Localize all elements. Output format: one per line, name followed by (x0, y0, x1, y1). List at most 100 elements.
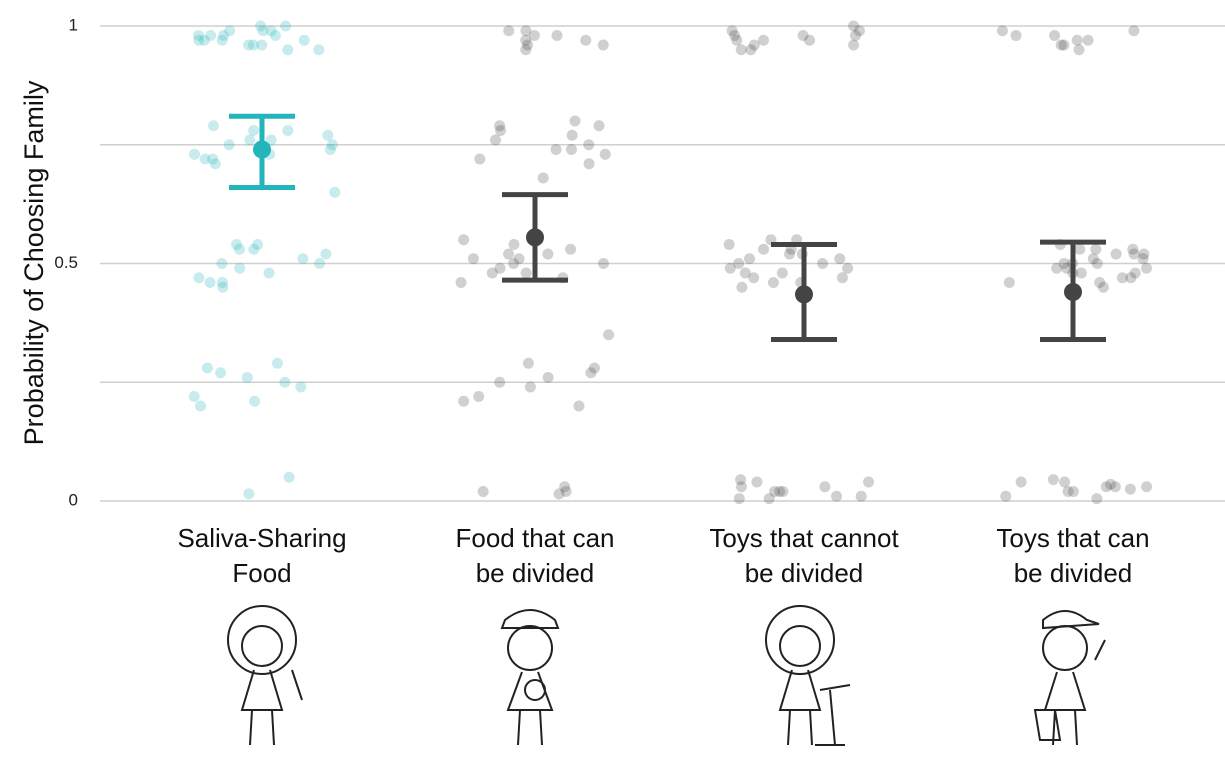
data-point (560, 486, 572, 497)
data-point (503, 248, 515, 260)
data-point (234, 262, 246, 274)
data-point (774, 486, 786, 497)
data-point (231, 239, 243, 250)
data-point (735, 474, 747, 486)
data-point (597, 39, 609, 51)
data-point (271, 357, 283, 369)
data-point (322, 129, 334, 141)
data-point (583, 139, 595, 151)
data-point (1127, 243, 1139, 255)
data-point (784, 248, 796, 260)
data-point (736, 281, 748, 293)
data-point (1141, 481, 1153, 493)
data-point (553, 488, 565, 500)
x-tick-label: Toys that can (996, 523, 1149, 553)
data-point (863, 476, 875, 488)
data-point (565, 243, 577, 255)
data-point (583, 158, 595, 170)
data-point (298, 34, 310, 46)
data-point (265, 134, 277, 146)
data-point (588, 362, 600, 374)
data-point (1082, 34, 1094, 46)
data-point (279, 376, 291, 388)
data-point (1091, 258, 1103, 269)
data-point (1129, 267, 1141, 279)
data-point (458, 395, 470, 407)
data-point (1015, 476, 1027, 488)
data-point (248, 243, 260, 255)
data-point (550, 144, 562, 155)
data-point (244, 134, 256, 146)
data-point (218, 30, 230, 41)
data-point (256, 39, 268, 51)
data-point (1138, 248, 1150, 260)
data-point (216, 277, 228, 288)
data-point (513, 253, 525, 265)
data-point (216, 258, 228, 269)
data-point (495, 125, 507, 136)
data-point (193, 34, 205, 46)
data-point (1062, 486, 1074, 497)
data-point (597, 258, 609, 269)
data-point (324, 144, 336, 155)
data-point (1100, 481, 1112, 493)
data-point (477, 486, 489, 497)
data-point (724, 262, 736, 274)
data-point (1137, 253, 1149, 265)
data-point (1116, 272, 1128, 284)
data-point (1058, 39, 1070, 51)
data-point (458, 234, 470, 246)
data-point (522, 357, 534, 369)
x-tick-label: be divided (1014, 558, 1133, 588)
data-point (455, 277, 467, 288)
data-point (733, 493, 745, 505)
data-point (520, 25, 532, 37)
data-point (1128, 248, 1140, 260)
data-point (204, 277, 216, 288)
data-point (257, 25, 269, 37)
data-point (1087, 253, 1099, 265)
data-point (1049, 30, 1061, 41)
data-point (559, 481, 571, 493)
data-point (508, 239, 520, 250)
data-point (593, 120, 605, 132)
data-point (603, 329, 615, 341)
data-point (522, 39, 534, 51)
data-point (283, 471, 295, 483)
data-point (520, 34, 532, 46)
data-point (528, 30, 540, 41)
data-point (996, 25, 1008, 37)
data-point (193, 272, 205, 284)
data-point (249, 395, 261, 407)
data-point (1091, 493, 1103, 505)
data-point (855, 490, 867, 502)
data-point (1109, 481, 1121, 493)
data-point (198, 34, 210, 46)
data-point (247, 39, 259, 51)
illustrations (227, 605, 1106, 746)
data-point (743, 253, 755, 265)
data-point (537, 172, 549, 184)
data-point (748, 272, 760, 284)
data-point (1051, 262, 1063, 274)
data-point (490, 134, 502, 146)
data-point (326, 139, 338, 151)
data-point (1094, 277, 1106, 288)
data-point (524, 381, 536, 393)
data-point (831, 490, 843, 502)
data-point (473, 391, 485, 402)
data-point (1128, 25, 1140, 37)
child-figure (1033, 610, 1106, 746)
data-point (585, 367, 597, 379)
data-point (207, 153, 219, 165)
data-point (769, 486, 781, 497)
data-point (729, 30, 741, 41)
data-point (199, 153, 211, 165)
data-point (494, 120, 506, 132)
data-point (1047, 474, 1059, 486)
data-point (848, 39, 860, 51)
y-tick-label: 0 (69, 490, 78, 509)
data-point (314, 258, 326, 269)
child-figure (227, 605, 303, 746)
data-point (1058, 258, 1070, 269)
